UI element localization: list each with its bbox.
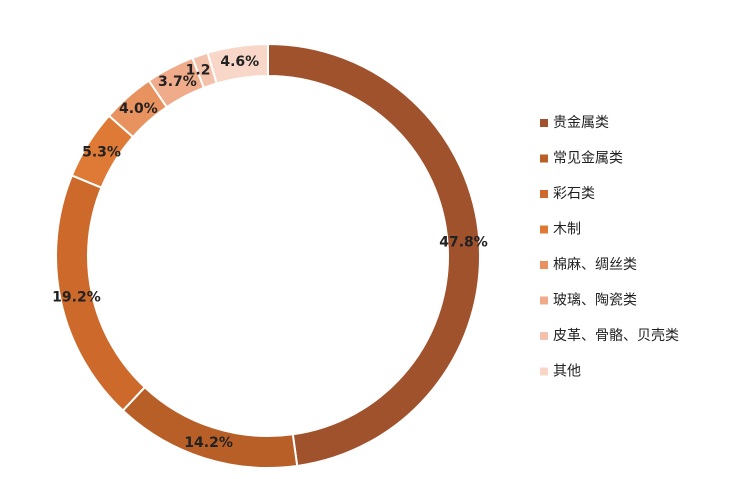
value-label: 3.7% <box>158 74 197 90</box>
legend-swatch <box>540 332 548 340</box>
legend-swatch <box>540 296 548 305</box>
legend-label: 彩石类 <box>553 186 595 202</box>
value-label: 47.8% <box>439 234 488 250</box>
value-label: 4.0% <box>119 101 158 117</box>
legend-label: 贵金属类 <box>553 115 609 131</box>
legend-swatch <box>540 154 548 163</box>
donut-slice <box>121 385 299 469</box>
value-label: 19.2% <box>52 290 101 306</box>
donut-slice <box>206 42 269 85</box>
legend-label: 玻璃、陶瓷类 <box>553 292 637 309</box>
legend-label: 其他 <box>553 364 581 380</box>
legend-label: 皮革、骨骼、贝壳类 <box>553 327 679 344</box>
donut-slice <box>267 42 481 468</box>
legend-swatch <box>540 225 548 234</box>
legend-label: 木制 <box>553 222 581 238</box>
legend-swatch <box>540 190 548 198</box>
value-label: 14.2% <box>184 435 233 451</box>
value-label: 4.6% <box>220 54 259 70</box>
legend-label: 棉麻、绸丝类 <box>553 256 637 273</box>
legend-swatch <box>540 261 548 269</box>
value-label: 5.3% <box>82 145 121 161</box>
legend-swatch <box>540 119 548 127</box>
legend-label: 常见金属类 <box>553 151 623 167</box>
legend-swatch <box>540 367 548 376</box>
